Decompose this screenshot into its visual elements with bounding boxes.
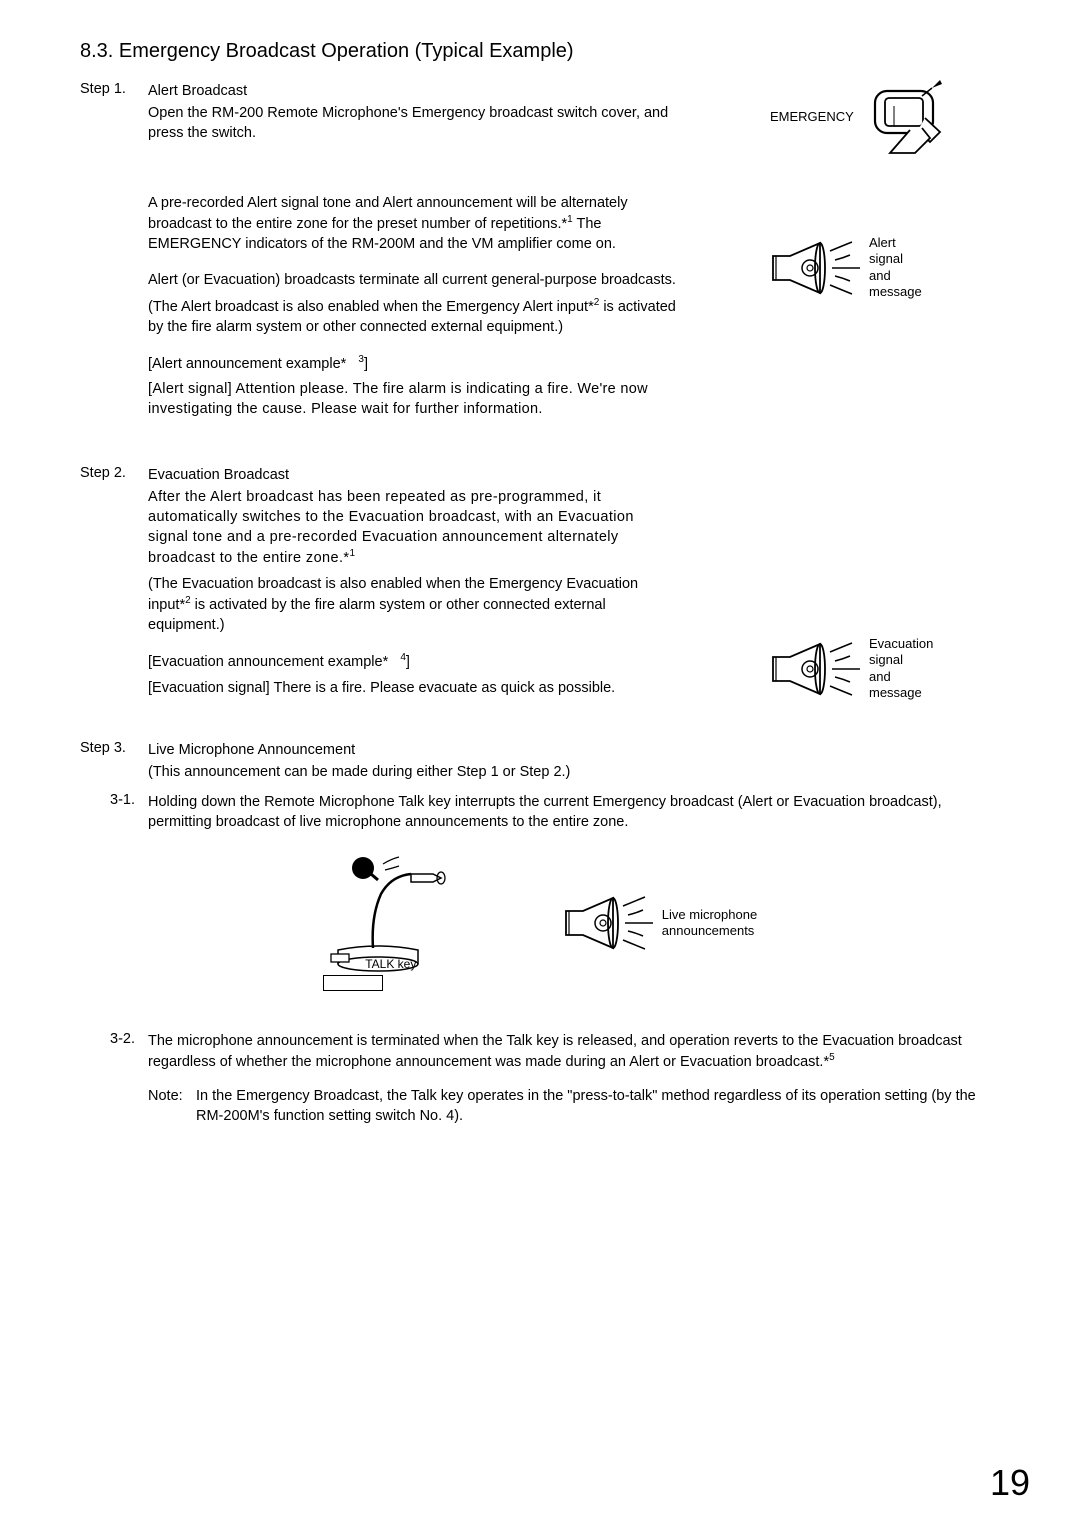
substep-3-2-label: 3-2.	[110, 1031, 148, 1072]
step-2-p2: (The Evacuation broadcast is also enable…	[148, 574, 678, 635]
evacuation-speaker-group: Evacuation signal and message	[770, 636, 933, 701]
alert-speaker-group: Alert signal and message	[770, 235, 922, 300]
step-2-p1: After the Alert broadcast has been repea…	[148, 487, 678, 568]
step-1-content: Alert Broadcast Open the RM-200 Remote M…	[148, 81, 678, 435]
step-2-example-label-a: [Evacuation announcement example*	[148, 654, 388, 670]
substep-3-1-content: Holding down the Remote Microphone Talk …	[148, 792, 1000, 832]
substep-3-1-label: 3-1.	[110, 792, 148, 832]
step-3-subtitle: (This announcement can be made during ei…	[148, 762, 998, 782]
step-2-title: Evacuation Broadcast	[148, 465, 678, 485]
alert-speaker-label: Alert signal and message	[869, 235, 922, 300]
step-1-example-label: [Alert announcement example* 3]	[148, 353, 678, 374]
step-3-label: Step 3.	[80, 740, 148, 782]
evacuation-speaker-label: Evacuation signal and message	[869, 636, 933, 701]
note-block: Note: In the Emergency Broadcast, the Ta…	[148, 1086, 1000, 1126]
live-mic-label: Live microphone announcements	[662, 907, 757, 940]
emergency-button-icon	[870, 78, 970, 168]
step-2-content: Evacuation Broadcast After the Alert bro…	[148, 465, 678, 713]
center-graphic: TALK key Live microphone announcements	[80, 856, 1000, 991]
emergency-label: EMERGENCY	[770, 109, 854, 124]
talk-key-graphic: TALK key	[323, 856, 503, 991]
step-1-p4a: (The Alert broadcast is also enabled whe…	[148, 299, 594, 315]
note-label: Note:	[148, 1086, 196, 1126]
step-2-example-text: [Evacuation signal] There is a fire. Ple…	[148, 678, 678, 698]
speaker-icon	[770, 639, 865, 699]
step-2-p1-sup: 1	[349, 548, 355, 559]
step-1-example-label-b: ]	[364, 355, 368, 371]
page-number: 19	[990, 1462, 1030, 1504]
section-heading: 8.3. Emergency Broadcast Operation (Typi…	[80, 40, 1000, 63]
step-2-label: Step 2.	[80, 465, 148, 713]
step-1-title: Alert Broadcast	[148, 81, 678, 101]
step-2-p1a: After the Alert broadcast has been repea…	[148, 489, 634, 566]
step-3-title: Live Microphone Announcement	[148, 740, 998, 760]
speaker-icon	[563, 893, 658, 953]
step-2-example-label: [Evacuation announcement example* 4]	[148, 651, 678, 672]
step-2-p2b: is activated by the fire alarm system or…	[148, 597, 606, 633]
step-1-p3: Alert (or Evacuation) broadcasts termina…	[148, 270, 678, 290]
substep-3-2-sup: 5	[829, 1052, 835, 1063]
step-1-p4: (The Alert broadcast is also enabled whe…	[148, 296, 678, 337]
step-1-p1: Open the RM-200 Remote Microphone's Emer…	[148, 103, 678, 143]
substep-3-2-text-a: The microphone announcement is terminate…	[148, 1033, 962, 1070]
step-1-label: Step 1.	[80, 81, 148, 435]
speaker-icon	[770, 238, 865, 298]
note-content: In the Emergency Broadcast, the Talk key…	[196, 1086, 1000, 1126]
substep-3-1: 3-1. Holding down the Remote Microphone …	[110, 792, 1000, 832]
live-mic-speaker-group: Live microphone announcements	[563, 893, 757, 953]
step-2-example-label-b: ]	[406, 654, 410, 670]
step-1-example-label-a: [Alert announcement example*	[148, 355, 346, 371]
step-3-content: Live Microphone Announcement (This annou…	[148, 740, 998, 782]
step-1-example-text: [Alert signal] Attention please. The fir…	[148, 379, 678, 419]
step-1-p2a: A pre-recorded Alert signal tone and Ale…	[148, 195, 628, 232]
substep-3-2-content: The microphone announcement is terminate…	[148, 1031, 1000, 1072]
substep-3-2: 3-2. The microphone announcement is term…	[110, 1031, 1000, 1072]
step-3: Step 3. Live Microphone Announcement (Th…	[80, 740, 1000, 782]
step-1-p2: A pre-recorded Alert signal tone and Ale…	[148, 193, 678, 254]
